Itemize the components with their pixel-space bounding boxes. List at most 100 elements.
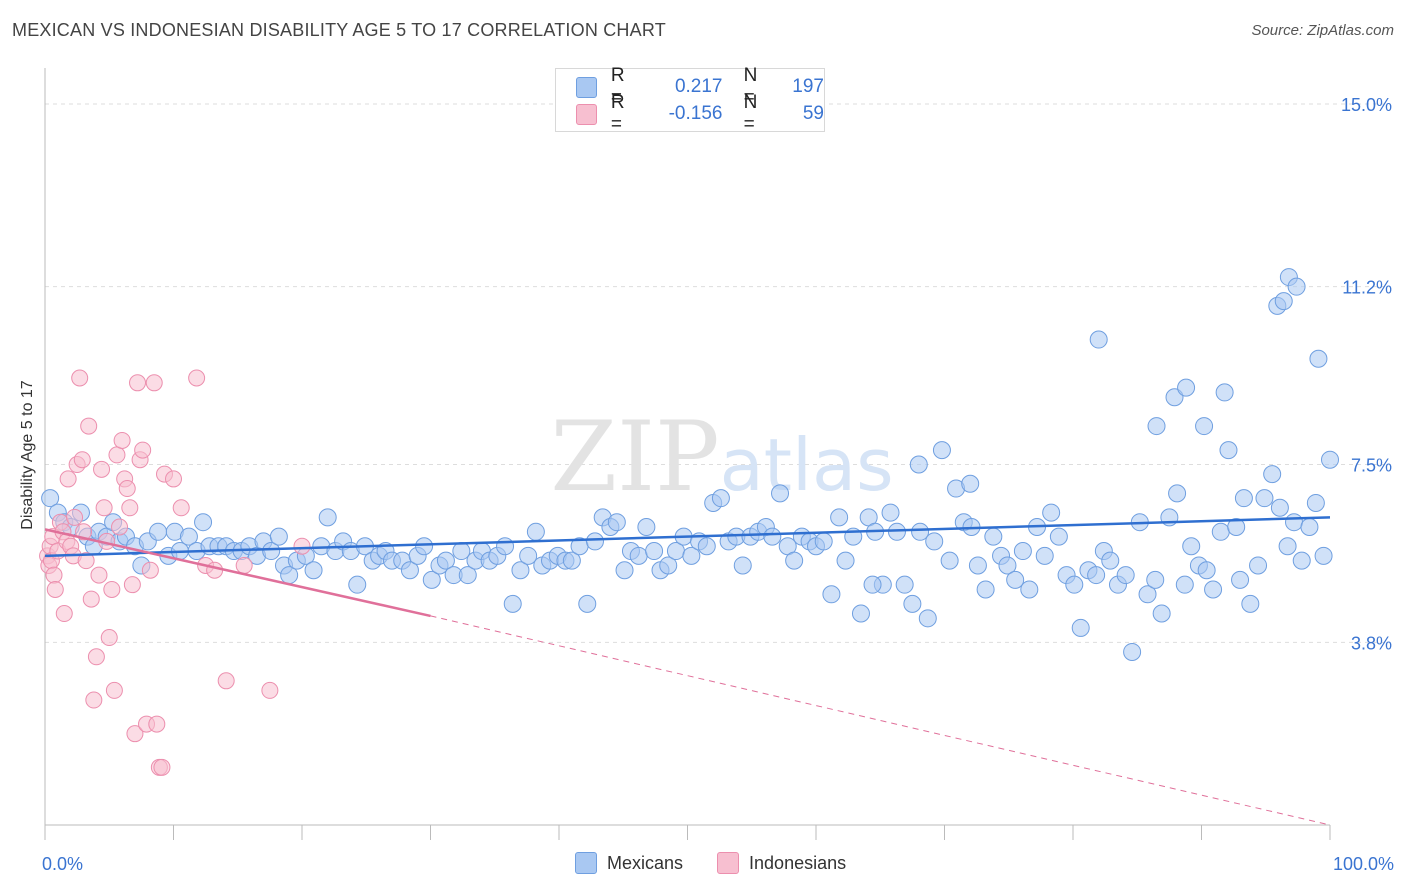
mexicans-point [1182,537,1201,556]
mexicans-point [149,522,168,541]
indonesians-point [134,441,152,459]
indonesians-point [71,369,89,387]
legend-label-indonesians: Indonesians [749,852,847,873]
mexicans-point [1274,292,1293,311]
mexicans-point [1263,465,1282,484]
mexicans-point [1278,537,1297,556]
mexicans-point [961,474,980,493]
mexicans-point [863,575,882,594]
mexicans-point [887,522,906,541]
mexicans-point [1020,580,1039,599]
mexicans-point [984,527,1003,546]
indonesians-point [105,681,123,699]
mexicans-point [968,556,987,575]
indonesians-point [66,508,84,526]
mexicans-point [1165,388,1184,407]
mexicans-point [304,561,323,580]
mexicans-point [1152,604,1171,623]
source-label: Source: ZipAtlas.com [1251,22,1394,39]
indonesians-point [55,605,73,623]
mexicans-point [1168,484,1187,503]
mexicans-point [830,508,849,527]
indonesians-point [148,715,166,733]
mexicans-point [519,546,538,565]
indonesians-point [118,480,136,498]
mexicans-point [1219,441,1238,460]
legend-row-indonesians: R = -0.156 N = 59 [576,92,824,135]
correlation-legend: R = 0.217 N = 197 R = -0.156 N = 59 [555,65,825,135]
mexicans-point [925,532,944,551]
r-value: 0.217 [674,76,723,97]
mexicans-point [1089,330,1108,349]
indonesians-trend-extension [430,615,1331,826]
x-tick-label: 0.0% [42,854,83,874]
indonesians-point [121,499,139,517]
mexicans-point [1255,489,1274,508]
indonesians-point [172,499,190,517]
indonesians-point [126,725,144,743]
mexicans-point [697,537,716,556]
mexicans-point [318,508,337,527]
series-legend: Mexicans Indonesians [575,852,880,874]
mexicans-point [1285,513,1304,532]
watermark-atlas: atlas [720,423,894,507]
indonesians-point [45,566,63,584]
mexicans-point [496,537,515,556]
mexicans-point [629,546,648,565]
mexicans-point [909,455,928,474]
mexicans-point [179,527,198,546]
y-tick-label: 3.8% [1351,633,1392,653]
indonesians-point [73,451,91,469]
mexicans-point [262,542,281,561]
mexicans-point [578,594,597,613]
watermark-zip: ZIP [550,401,719,513]
mexicans-point [1035,546,1054,565]
indonesians-point [206,561,224,579]
mexicans-point [1231,570,1250,589]
mexicans-point [976,580,995,599]
x-tick-label: 100.0% [1333,854,1394,874]
mexicans-point [1049,527,1068,546]
mexicans-point [785,551,804,570]
mexicans-point [1013,542,1032,561]
indonesians-point [111,518,129,536]
indonesians-point [129,374,147,392]
mexicans-point [940,551,959,570]
mexicans-point [348,575,367,594]
indonesians-point [93,460,111,478]
mexicans-swatch [575,852,597,874]
mexicans-point [562,551,581,570]
n-label: N = [743,65,758,108]
mexicans-point [1147,417,1166,436]
mexicans-point [1314,546,1333,565]
legend-label-mexicans: Mexicans [607,852,684,873]
indonesians-swatch [576,103,597,125]
indonesians-point [77,552,95,570]
indonesians-point [261,681,279,699]
mexicans-point [1215,383,1234,402]
mexicans-point [637,518,656,536]
mexicans-point [903,594,922,613]
indonesians-point [141,561,159,579]
axes [44,68,1331,840]
mexicans-point [998,556,1017,575]
indonesians-point [90,566,108,584]
mexicans-point [1227,518,1246,536]
legend-item-mexicans: Mexicans [575,852,683,874]
mexicans-point [615,561,634,580]
mexicans-point [836,551,855,570]
mexicans-point [1306,493,1325,512]
trend-lines [44,516,1331,826]
indonesians-swatch [717,852,740,874]
mexicans-point [851,604,870,623]
indonesians-point [113,431,131,449]
mexicans-point [822,585,841,604]
mexicans-point [814,532,833,551]
mexicans-point [400,561,419,580]
mexicans-point [1006,570,1025,589]
indonesians-trend-line [44,528,431,618]
mexicans-point [1138,585,1157,604]
y-tick-label: 7.5% [1351,456,1392,476]
mexicans-point [1309,349,1328,368]
